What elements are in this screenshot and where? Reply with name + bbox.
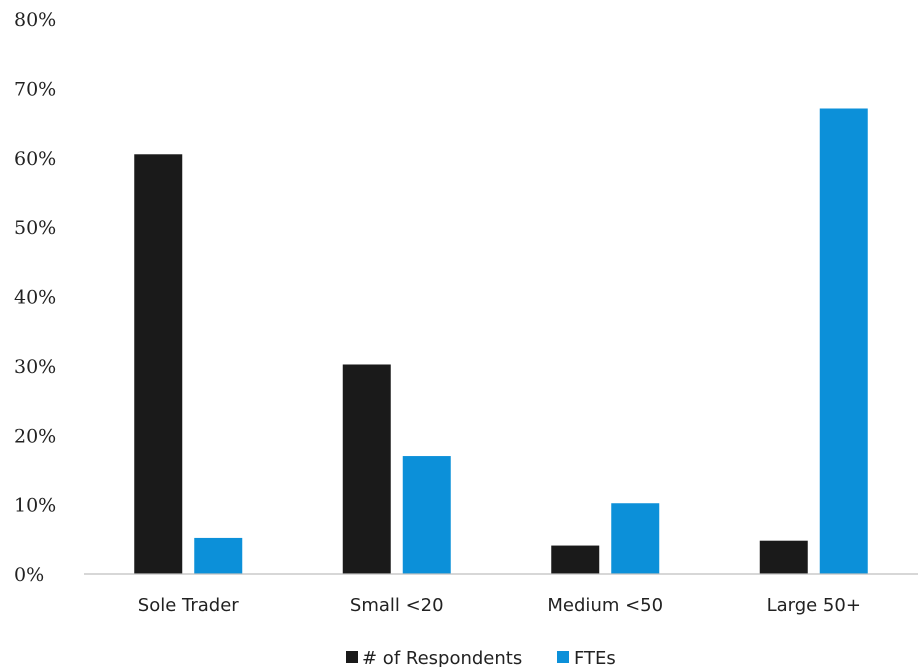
bar-respondents-3	[759, 540, 808, 574]
y-tick-label: 0%	[14, 564, 44, 586]
legend-label-ftes: FTEs	[574, 648, 616, 667]
bar-ftes-0	[194, 537, 243, 574]
legend-swatch-respondents	[346, 651, 358, 663]
legend: # of Respondents FTEs	[346, 648, 616, 667]
bar-ftes-1	[402, 456, 451, 574]
legend-swatch-ftes	[557, 651, 569, 663]
y-tick-label: 50%	[14, 217, 56, 239]
y-tick-label: 80%	[14, 9, 56, 31]
y-tick-label: 30%	[14, 356, 56, 378]
y-axis: 0% 10% 20% 30% 40% 50% 60% 70% 80%	[14, 9, 56, 586]
y-tick-label: 20%	[14, 425, 56, 447]
legend-label-respondents: # of Respondents	[362, 648, 522, 667]
bars	[134, 108, 868, 575]
bar-respondents-2	[551, 545, 600, 574]
x-tick-label: Sole Trader	[138, 595, 240, 616]
y-tick-label: 10%	[14, 495, 56, 517]
bar-respondents-1	[342, 364, 391, 574]
y-tick-label: 40%	[14, 287, 56, 309]
x-tick-label: Medium <50	[547, 595, 663, 616]
x-tick-label: Small <20	[350, 595, 444, 616]
bar-ftes-3	[819, 108, 868, 575]
y-tick-label: 60%	[14, 148, 56, 170]
y-tick-label: 70%	[14, 78, 56, 100]
bar-ftes-2	[611, 503, 660, 574]
x-axis: Sole Trader Small <20 Medium <50 Large 50+	[138, 595, 861, 616]
bar-respondents-0	[134, 154, 183, 574]
x-tick-label: Large 50+	[767, 595, 861, 616]
